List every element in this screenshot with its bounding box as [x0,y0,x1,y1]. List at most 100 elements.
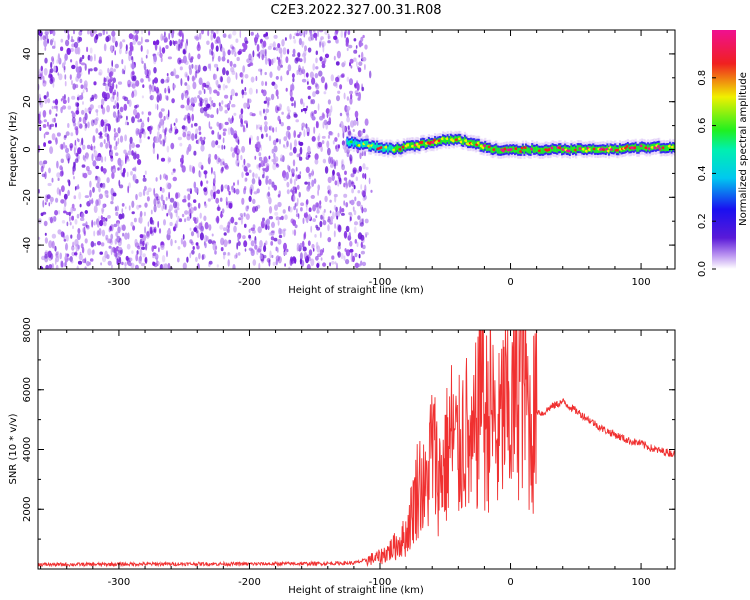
noise-speckle [323,119,328,126]
noise-speckle [128,262,132,267]
noise-speckle [215,190,218,194]
noise-speckle [232,30,237,36]
noise-speckle [93,93,98,100]
noise-speckle [77,228,81,234]
noise-speckle [311,112,314,117]
noise-speckle [65,39,70,47]
noise-speckle [216,36,221,44]
noise-speckle [167,182,172,190]
noise-speckle [270,230,275,236]
noise-speckle [195,256,198,262]
noise-speckle [348,179,352,188]
noise-speckle [317,103,320,111]
noise-speckle [254,244,258,250]
noise-speckle [93,150,98,158]
noise-speckle [327,237,332,243]
noise-speckle [175,74,180,79]
noise-speckle [224,109,228,114]
noise-speckle [80,217,85,221]
noise-speckle [77,47,81,55]
noise-speckle [161,187,165,193]
noise-speckle [210,114,214,118]
noise-speckle [81,54,85,60]
noise-speckle [360,260,363,266]
noise-speckle [258,163,262,168]
noise-speckle [76,72,82,79]
noise-speckle [300,207,303,212]
noise-speckle [180,104,185,109]
noise-speckle [317,30,319,38]
noise-speckle [241,93,244,99]
noise-speckle [216,189,220,194]
noise-speckle [233,182,235,186]
noise-speckle [102,30,106,36]
noise-speckle [210,100,213,107]
noise-speckle [250,249,255,256]
noise-speckle [295,33,300,37]
noise-speckle [229,119,233,124]
noise-speckle [215,45,219,52]
noise-speckle [167,109,170,118]
noise-speckle [343,92,346,100]
noise-speckle [215,197,220,204]
noise-speckle [305,203,308,212]
noise-speckle [82,258,87,264]
x-tick-label: -200 [238,577,261,588]
noise-speckle [64,261,67,267]
noise-speckle [254,173,258,179]
noise-speckle [44,40,46,45]
track-mid [383,145,387,152]
noise-speckle [272,127,275,133]
noise-speckle [263,254,267,259]
track-mid [554,146,557,153]
noise-speckle [87,30,90,35]
noise-speckle [121,208,124,214]
noise-speckle [100,242,105,247]
noise-speckle [178,218,183,223]
noise-speckle [102,82,107,87]
noise-speckle [286,70,290,76]
noise-speckle [221,47,225,53]
noise-speckle [306,264,311,269]
noise-speckle [190,123,194,128]
chart-title: C2E3.2022.327.00.31.R08 [270,3,441,18]
noise-speckle [123,96,129,102]
noise-speckle [221,56,226,62]
noise-speckle [302,217,305,224]
noise-speckle [65,234,69,242]
noise-speckle [319,30,324,33]
noise-speckle [208,121,211,129]
noise-speckle [164,31,166,37]
noise-speckle [268,178,272,185]
noise-speckle [78,95,84,100]
noise-speckle [56,139,58,145]
noise-speckle [60,38,64,43]
noise-speckle [131,200,135,208]
noise-speckle [82,144,86,150]
noise-speckle [166,250,168,258]
noise-speckle [75,110,80,115]
noise-speckle [83,80,88,88]
noise-speckle [111,35,116,44]
noise-speckle [320,257,323,261]
noise-speckle [271,230,275,234]
noise-speckle [54,245,57,252]
noise-speckle [273,145,278,153]
noise-speckle [132,40,136,45]
noise-speckle [115,140,118,147]
noise-speckle [144,202,148,208]
noise-speckle [218,134,222,140]
noise-speckle [186,188,191,192]
noise-speckle [345,249,351,257]
noise-speckle [80,243,84,249]
noise-speckle [305,72,309,78]
noise-speckle [268,135,272,142]
noise-speckle [267,58,271,62]
noise-speckle [253,191,258,195]
noise-speckle [354,90,359,95]
noise-speckle [177,257,180,263]
noise-speckle [207,198,211,202]
noise-speckle [100,166,104,172]
noise-speckle [66,47,71,55]
noise-speckle [272,261,276,266]
